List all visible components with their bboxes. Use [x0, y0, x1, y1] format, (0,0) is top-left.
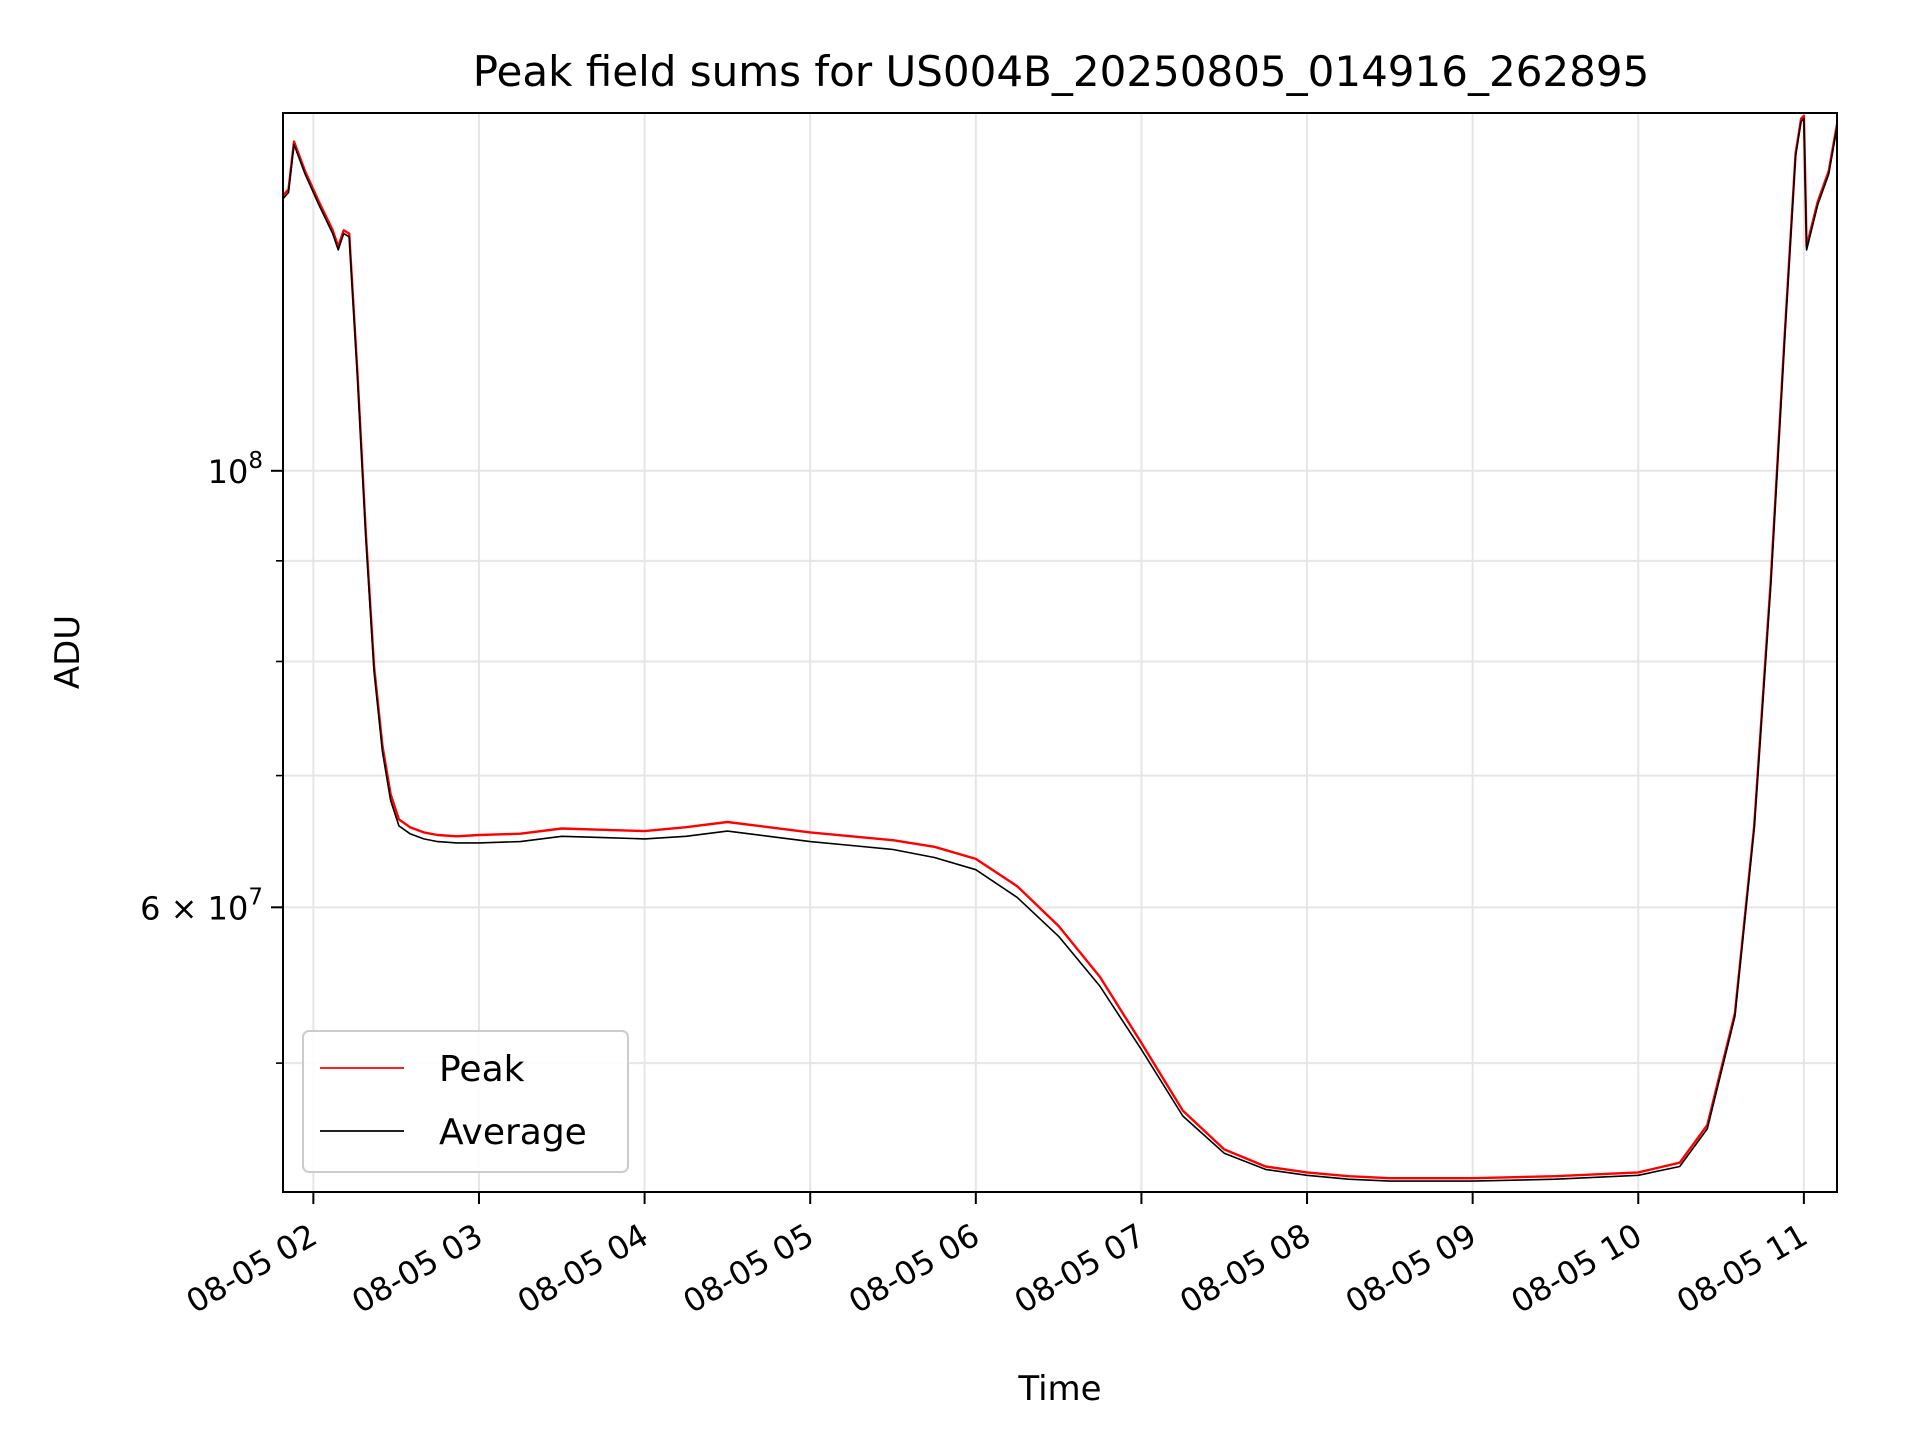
y-tick-label: 6 × 107: [140, 884, 263, 927]
legend-label-average: Average: [439, 1112, 587, 1153]
y-tick-exponent: 7: [248, 884, 263, 910]
y-tick-label: 108: [208, 448, 263, 491]
series-line-average: [282, 117, 1838, 1182]
y-tick-times: ×: [160, 889, 207, 927]
y-tick-base: 10: [208, 453, 249, 491]
legend: Peak Average: [302, 1030, 629, 1173]
y-tick-exponent: 8: [248, 448, 263, 474]
y-axis-label: ADU: [48, 615, 88, 689]
grid-layer: [283, 113, 1837, 1192]
legend-label-peak: Peak: [439, 1049, 525, 1090]
y-tick-mantissa: 6: [140, 889, 160, 927]
legend-box: [302, 1030, 629, 1173]
plot-frame: [282, 112, 1838, 1193]
series-layer: [282, 114, 1839, 1182]
y-tick-base: 10: [208, 889, 249, 927]
chart-title: Peak field sums for US004B_20250805_0149…: [473, 47, 1650, 96]
x-axis-label: Time: [1017, 1369, 1101, 1409]
